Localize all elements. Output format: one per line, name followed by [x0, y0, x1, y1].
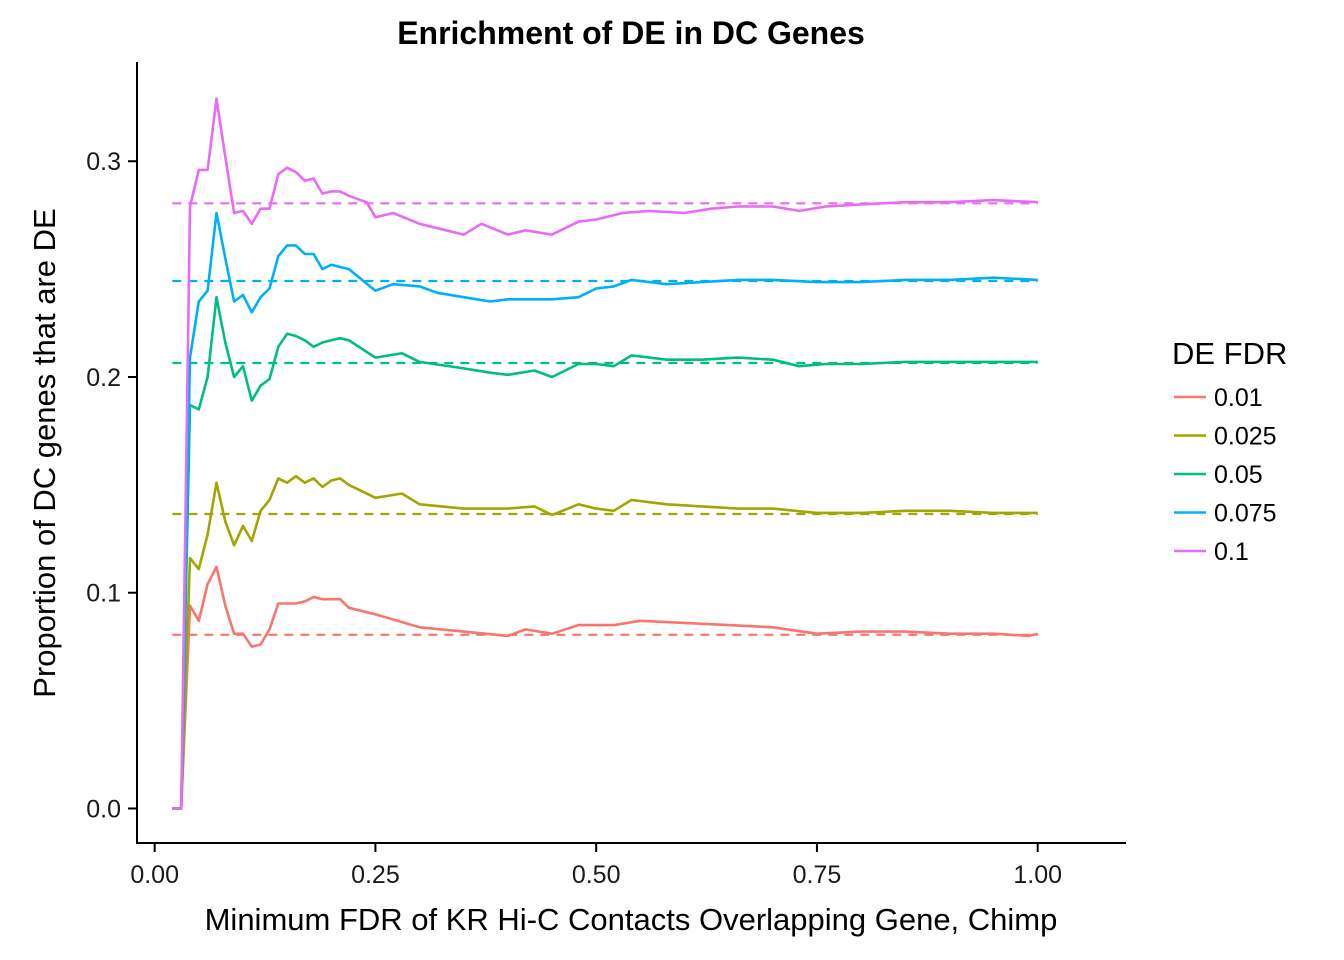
series-line-0-025 [172, 474, 1038, 810]
series-line-0-075 [172, 211, 1038, 810]
legend: DE FDR 0.01 0.025 0.05 0.075 0.1 [1172, 336, 1287, 566]
legend-label: 0.075 [1214, 500, 1277, 528]
series-line-0-1 [172, 97, 1038, 810]
y-tick-label: 0.1 [86, 580, 121, 608]
x-tick-label: 1.00 [1013, 861, 1062, 889]
x-tick-label: 0.75 [793, 861, 842, 889]
y-axis-ticks: 0.0 0.1 0.2 0.3 [86, 148, 137, 823]
y-tick-label: 0.2 [86, 364, 121, 392]
legend-label: 0.01 [1214, 384, 1263, 412]
x-axis-ticks: 0.00 0.25 0.50 0.75 1.00 [130, 843, 1062, 889]
legend-title: DE FDR [1172, 336, 1287, 371]
x-axis-title: Minimum FDR of KR Hi-C Contacts Overlapp… [205, 902, 1058, 937]
plot-area [172, 97, 1039, 810]
legend-label: 0.025 [1214, 423, 1277, 451]
x-tick-label: 0.50 [572, 861, 621, 889]
x-tick-label: 0.25 [351, 861, 400, 889]
legend-label: 0.1 [1214, 538, 1249, 566]
x-tick-label: 0.00 [130, 861, 179, 889]
y-axis-title: Proportion of DC genes that are DE [27, 208, 62, 697]
chart-title: Enrichment of DE in DC Genes [397, 15, 865, 51]
series-line-0-05 [172, 295, 1038, 810]
legend-label: 0.05 [1214, 461, 1263, 489]
series-line-0-01 [172, 565, 1039, 810]
y-tick-label: 0.3 [86, 148, 121, 176]
y-tick-label: 0.0 [86, 795, 121, 823]
